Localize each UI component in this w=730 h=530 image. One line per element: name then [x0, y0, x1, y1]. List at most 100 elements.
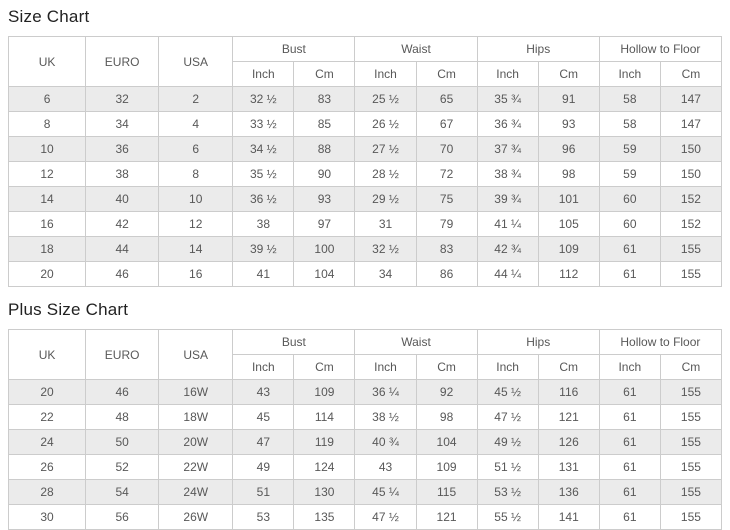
column-header: USA — [158, 36, 234, 87]
table-cell: 65 — [415, 86, 478, 112]
table-cell: 10 — [7, 136, 87, 162]
table-cell: 135 — [293, 504, 356, 530]
table-cell: 130 — [293, 479, 356, 505]
table-cell: 121 — [415, 504, 478, 530]
table-cell: 51 ½ — [476, 454, 539, 480]
measurement-group-header: Hips — [476, 36, 600, 62]
table-cell: 116 — [537, 379, 600, 405]
table-cell: 105 — [537, 211, 600, 237]
table-cell: 28 ½ — [354, 161, 417, 187]
table-cell: 92 — [415, 379, 478, 405]
table-cell: 155 — [659, 479, 723, 505]
table-cell: 109 — [537, 236, 600, 262]
table-cell: 18W — [158, 404, 234, 430]
table-cell: 112 — [537, 261, 600, 287]
table-cell: 124 — [293, 454, 356, 480]
table-cell: 61 — [598, 504, 661, 530]
table-cell: 60 — [598, 186, 661, 212]
measurement-group-header: Hips — [476, 329, 600, 355]
unit-header: Inch — [476, 61, 539, 87]
table-cell: 97 — [293, 211, 356, 237]
unit-header: Cm — [537, 354, 600, 380]
table-cell: 90 — [293, 161, 356, 187]
table-cell: 47 — [232, 429, 295, 455]
unit-header: Inch — [598, 354, 661, 380]
table-cell: 100 — [293, 236, 356, 262]
measurement-group-header: Bust — [232, 36, 356, 62]
table-cell: 45 — [232, 404, 295, 430]
table-cell: 58 — [598, 86, 661, 112]
table-cell: 155 — [659, 261, 723, 287]
table-cell: 51 — [232, 479, 295, 505]
unit-header: Cm — [293, 354, 356, 380]
table-cell: 35 ¾ — [476, 86, 539, 112]
table-cell: 155 — [659, 236, 723, 262]
table-cell: 58 — [598, 111, 661, 137]
header-row-groups: UK EURO USA Bust Waist Hips Hollow to Floor — [7, 36, 723, 87]
table-cell: 20 — [7, 261, 87, 287]
table-cell: 155 — [659, 379, 723, 405]
table-cell: 150 — [659, 136, 723, 162]
table-cell: 27 ½ — [354, 136, 417, 162]
table-cell: 41 ¼ — [476, 211, 539, 237]
table-cell: 61 — [598, 236, 661, 262]
table-cell: 59 — [598, 136, 661, 162]
measurement-group-header: Hollow to Floor — [598, 329, 723, 355]
table-cell: 31 — [354, 211, 417, 237]
table-cell: 98 — [415, 404, 478, 430]
table-cell: 22W — [158, 454, 234, 480]
table-row: 26 52 22W 49 124 43 109 51 ½ 131 61 155 — [7, 454, 723, 480]
table-cell: 36 ¾ — [476, 111, 539, 137]
table-cell: 4 — [158, 111, 234, 137]
table-cell: 29 ½ — [354, 186, 417, 212]
unit-header: Cm — [659, 354, 723, 380]
table-cell: 61 — [598, 404, 661, 430]
table-cell: 44 — [85, 236, 160, 262]
column-header: EURO — [85, 36, 160, 87]
table-cell: 93 — [293, 186, 356, 212]
table-cell: 43 — [232, 379, 295, 405]
table-cell: 10 — [158, 186, 234, 212]
table-cell: 14 — [7, 186, 87, 212]
table-cell: 45 ¼ — [354, 479, 417, 505]
table-cell: 2 — [158, 86, 234, 112]
table-cell: 61 — [598, 379, 661, 405]
table-cell: 131 — [537, 454, 600, 480]
table-cell: 109 — [293, 379, 356, 405]
table-cell: 155 — [659, 429, 723, 455]
table-cell: 54 — [85, 479, 160, 505]
table-cell: 45 ½ — [476, 379, 539, 405]
table-cell: 34 — [354, 261, 417, 287]
table-cell: 36 ¼ — [354, 379, 417, 405]
table-cell: 50 — [85, 429, 160, 455]
table-cell: 46 — [85, 379, 160, 405]
table-cell: 42 ¾ — [476, 236, 539, 262]
unit-header: Inch — [598, 61, 661, 87]
table-cell: 16 — [158, 261, 234, 287]
column-header: EURO — [85, 329, 160, 380]
table-cell: 39 ½ — [232, 236, 295, 262]
unit-header: Cm — [293, 61, 356, 87]
table-cell: 104 — [415, 429, 478, 455]
table-cell: 42 — [85, 211, 160, 237]
table-cell: 24 — [7, 429, 87, 455]
table-cell: 47 ½ — [354, 504, 417, 530]
table-cell: 61 — [598, 261, 661, 287]
table-cell: 41 — [232, 261, 295, 287]
table-cell: 72 — [415, 161, 478, 187]
table-cell: 86 — [415, 261, 478, 287]
size-chart-title: Size Chart — [8, 7, 90, 26]
table-cell: 22 — [7, 404, 87, 430]
table-cell: 155 — [659, 404, 723, 430]
table-cell: 34 ½ — [232, 136, 295, 162]
table-cell: 152 — [659, 211, 723, 237]
table-cell: 83 — [415, 236, 478, 262]
table-cell: 37 ¾ — [476, 136, 539, 162]
table-cell: 25 ½ — [354, 86, 417, 112]
table-cell: 53 — [232, 504, 295, 530]
table-cell: 26 — [7, 454, 87, 480]
unit-header: Inch — [354, 354, 417, 380]
measurement-group-header: Waist — [354, 329, 478, 355]
table-cell: 48 — [85, 404, 160, 430]
table-cell: 43 — [354, 454, 417, 480]
